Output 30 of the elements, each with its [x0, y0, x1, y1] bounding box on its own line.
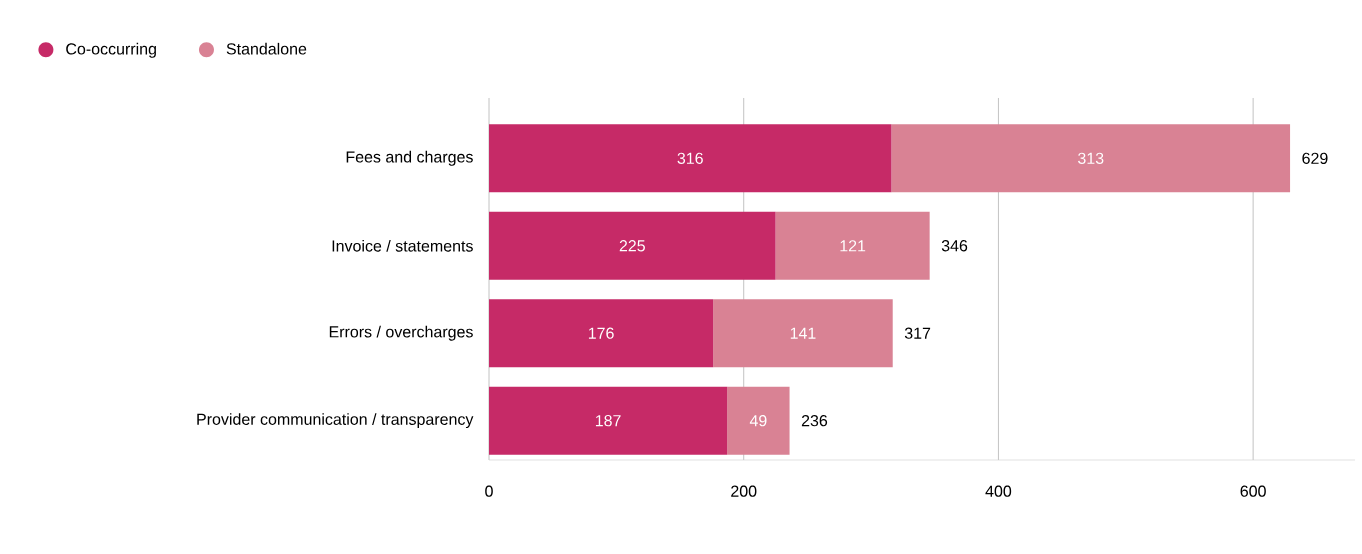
legend-label: Co-occurring [66, 42, 156, 58]
total-label: 346 [941, 240, 968, 252]
legend-label: Standalone [226, 42, 307, 55]
bar [727, 386, 790, 455]
bar [775, 211, 930, 280]
data-label: 49 [749, 414, 767, 427]
bar [489, 211, 776, 280]
data-label: 316 [677, 152, 703, 164]
bar [891, 124, 1291, 193]
x-tick-label: 600 [1240, 485, 1266, 497]
data-label: 121 [840, 240, 866, 252]
total-label: 236 [801, 414, 828, 427]
bar [489, 386, 728, 455]
x-tick-label: 0 [485, 485, 493, 497]
total-label: 317 [904, 327, 931, 339]
bar [489, 299, 714, 368]
y-tick-label: Provider communication / transparency [197, 413, 474, 429]
data-label: 225 [619, 240, 645, 252]
data-label: 313 [1078, 152, 1104, 164]
x-tick-label: 400 [985, 485, 1012, 497]
bar [489, 124, 892, 193]
data-label: 141 [790, 327, 816, 339]
y-tick-label: Invoice / statements [332, 239, 473, 252]
y-tick-label: Fees and charges [346, 150, 473, 166]
bar [713, 299, 893, 368]
data-label: 176 [588, 327, 614, 339]
data-label: 187 [595, 414, 621, 427]
x-tick-label: 200 [731, 485, 757, 497]
y-tick-label: Errors / overcharges [329, 325, 473, 341]
total-label: 629 [1302, 152, 1328, 164]
